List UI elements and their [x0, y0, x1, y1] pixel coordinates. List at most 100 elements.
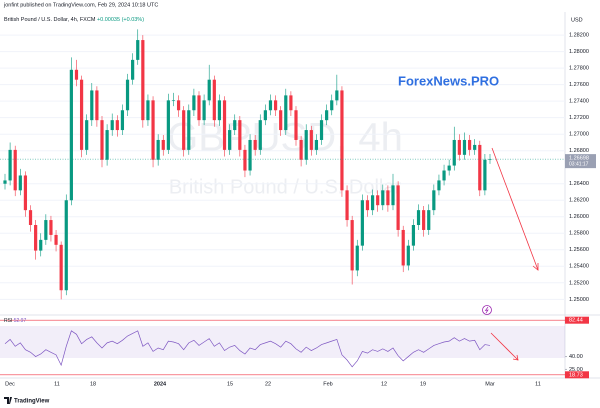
y-tick-label: 1.28200 — [569, 33, 589, 39]
candle-body — [18, 175, 22, 191]
last-price-box — [565, 154, 596, 169]
candle-body — [23, 175, 28, 211]
event-icon — [482, 305, 492, 315]
candle-body — [120, 110, 125, 131]
candle-body — [228, 130, 232, 150]
candle-body — [243, 149, 247, 171]
candle-body — [411, 225, 416, 246]
candle-body — [161, 139, 165, 150]
candle-body — [248, 139, 252, 171]
candle-body — [8, 149, 12, 181]
published-note: jonfint published on TradingView.com, Fe… — [3, 2, 158, 8]
arrow-head — [532, 263, 539, 271]
x-tick-label: 15 — [227, 381, 233, 387]
candle-body — [309, 130, 313, 150]
candle-body — [381, 190, 385, 206]
x-tick-label: 18 — [90, 381, 96, 387]
candle-body — [95, 90, 99, 121]
last-price-label: 1.26698 — [569, 156, 589, 162]
candle-body — [273, 100, 278, 111]
candle-body — [289, 95, 293, 111]
y-tick-label: 1.27400 — [569, 99, 589, 105]
arrow-line — [490, 332, 519, 361]
candle-body — [467, 139, 472, 150]
arrow-line — [491, 147, 539, 271]
y-tick-label: 1.27000 — [569, 132, 589, 138]
x-tick-label: Feb — [323, 381, 332, 387]
candle-body — [182, 110, 186, 150]
candle-body — [279, 110, 283, 131]
symbol-title: British Pound / U.S. Dollar, 4h, FXCM +0… — [4, 17, 144, 23]
candle-body — [268, 100, 273, 111]
candle-body — [263, 110, 267, 121]
candle-body — [85, 120, 89, 150]
y-tick-label: 1.27800 — [569, 66, 589, 72]
candle-body — [146, 100, 150, 121]
candle-body — [258, 120, 262, 150]
legend: RSI 52.97 — [4, 318, 26, 324]
rsi-line — [4, 330, 491, 368]
candle-body — [457, 139, 461, 155]
candle-body — [432, 190, 436, 211]
candle-body — [207, 79, 211, 101]
footer: TradingView — [4, 397, 50, 405]
candle-body — [192, 95, 196, 111]
x-tick-label: Dec — [5, 381, 15, 387]
candle-body — [176, 100, 181, 111]
candle-body — [187, 110, 191, 150]
candle-body — [171, 100, 176, 101]
candle-body — [335, 90, 339, 101]
candle-body — [350, 220, 354, 271]
currency: USD — [571, 17, 583, 23]
candle-body — [365, 200, 370, 211]
candle-body — [197, 95, 201, 121]
marks: 1.28200 1.28000 1.27800 1.27600 1.27400 1.272… — [0, 29, 596, 387]
x-tick-label: 22 — [265, 381, 271, 387]
y-tick-label: 1.25800 — [569, 231, 589, 237]
candle-body — [376, 195, 380, 206]
candle-body — [391, 185, 395, 206]
candle-body — [422, 210, 426, 230]
legend-name: RSI — [4, 318, 12, 324]
y-tick-label: 1.25600 — [569, 247, 589, 253]
candle-body — [325, 110, 329, 121]
candle-body — [49, 220, 53, 235]
candle-body — [13, 149, 17, 191]
candle-body — [141, 40, 145, 121]
candle-body — [217, 100, 222, 121]
y-tick-label: 40.00 — [569, 354, 583, 360]
candle-body — [442, 170, 446, 181]
candle-body — [3, 180, 7, 184]
y-tick-label: 1.25400 — [569, 264, 589, 270]
legend-value: 52.97 — [14, 318, 27, 324]
y-tick-label: 1.28000 — [569, 49, 589, 55]
candle-body — [355, 245, 359, 271]
x-tick-label: 12 — [381, 381, 387, 387]
x-tick-label: 2024 — [154, 381, 167, 387]
candle-body — [166, 100, 170, 150]
y-tick-label: 1.26400 — [569, 181, 589, 187]
x-tick-label: 19 — [420, 381, 426, 387]
candle-body — [64, 200, 68, 291]
candle-body — [488, 159, 492, 160]
x-tick-label: Mar — [485, 381, 495, 387]
candle-body — [39, 239, 43, 251]
candle-body — [90, 90, 94, 121]
y-tick-label: 25.00 — [569, 367, 583, 373]
arrow-head — [512, 354, 519, 361]
candle-body — [401, 229, 405, 266]
candle-body — [125, 79, 130, 111]
candle-body — [340, 90, 344, 191]
candle-body — [233, 120, 237, 131]
y-tick-label: 1.27600 — [569, 82, 589, 88]
candle-body — [427, 210, 431, 230]
candle-body — [462, 139, 467, 155]
candle-body — [284, 95, 288, 131]
candle-body — [360, 200, 364, 246]
candle-body — [483, 159, 487, 191]
candle-body — [416, 210, 421, 226]
watermark-name: British Pound / U.S. Dollar — [169, 176, 402, 198]
candle-body — [478, 144, 482, 191]
